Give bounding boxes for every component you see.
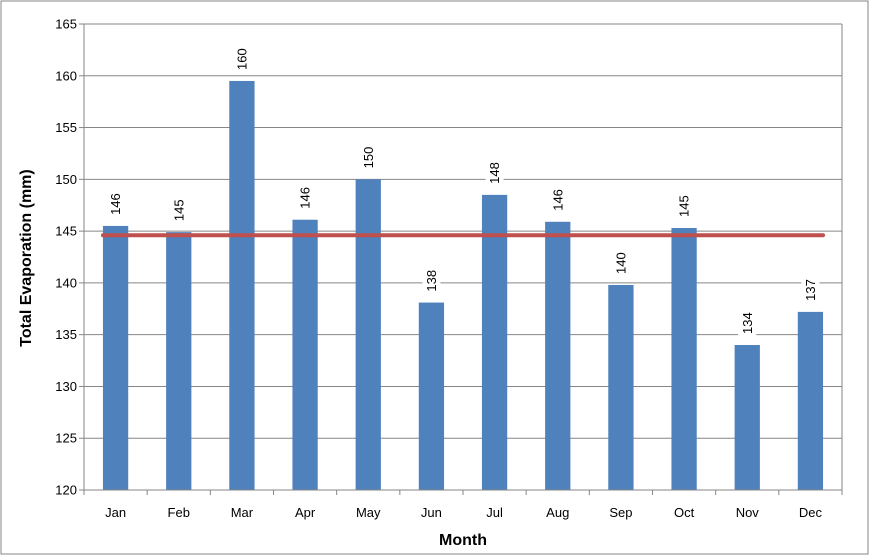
bar-may <box>355 179 381 491</box>
y-tick-label: 155 <box>55 120 77 135</box>
data-label: 148 <box>487 162 502 184</box>
bars <box>102 80 824 491</box>
x-tick-label: Apr <box>295 505 316 520</box>
data-label-bg <box>106 187 125 218</box>
data-label-bg <box>232 42 251 73</box>
x-axis-title: Month <box>439 532 487 549</box>
x-tick-label: Oct <box>674 505 695 520</box>
x-tick-label: Mar <box>231 505 254 520</box>
y-tick-label: 145 <box>55 224 77 239</box>
x-tick-label: Aug <box>546 505 569 520</box>
data-label-bg <box>801 273 820 304</box>
y-tick-label: 125 <box>55 431 77 446</box>
bar-oct <box>671 228 697 490</box>
x-tick-label: May <box>356 505 381 520</box>
data-label-bg <box>611 246 630 277</box>
data-label-bg <box>169 194 188 225</box>
bar-mar <box>229 80 255 490</box>
data-label: 150 <box>361 147 376 169</box>
bar-sep <box>608 284 634 490</box>
x-tick-label: Jul <box>486 505 503 520</box>
data-label: 140 <box>613 252 628 274</box>
axes: 120 125 130 135 140 145 150 155 160 165 Jan Feb Mar A… <box>55 17 843 520</box>
data-label-bg <box>548 183 567 214</box>
x-tick-label: Dec <box>799 505 823 520</box>
data-label-bg <box>675 190 694 221</box>
data-label-bg <box>738 307 757 338</box>
x-tick-label: Feb <box>168 505 190 520</box>
bar-jul <box>481 194 508 490</box>
y-tick-label: 135 <box>55 327 77 342</box>
gridlines <box>84 23 843 490</box>
y-tick-label: 140 <box>55 275 77 290</box>
data-label-bg <box>359 141 378 172</box>
bar-aug <box>545 221 571 490</box>
data-label-bg <box>296 181 315 212</box>
y-axis-title: Total Evaporation (mm) <box>18 169 35 347</box>
data-label: 146 <box>108 193 123 215</box>
data-label: 160 <box>234 48 249 70</box>
y-tick-label: 130 <box>55 379 77 394</box>
data-label: 145 <box>677 195 692 217</box>
data-label-bg <box>422 264 441 295</box>
data-label: 134 <box>740 312 755 334</box>
data-label: 137 <box>803 279 818 301</box>
bar-feb <box>166 232 192 490</box>
bar-apr <box>292 219 318 490</box>
y-tick-label: 160 <box>55 68 77 83</box>
data-label: 138 <box>424 270 439 292</box>
data-labels: 146 145 160 146 150 138 148 146 140 145 134 137 <box>106 42 820 338</box>
y-tick-label: 165 <box>55 17 77 32</box>
x-tick-label: Jun <box>421 505 442 520</box>
x-tick-label: Nov <box>736 505 760 520</box>
bar-jan <box>102 225 129 490</box>
y-tick-label: 120 <box>55 483 77 498</box>
bar-nov <box>734 345 760 490</box>
x-tick-label: Jan <box>105 505 126 520</box>
bar-jun <box>418 302 445 490</box>
data-label: 146 <box>550 189 565 211</box>
y-tick-label: 150 <box>55 172 77 187</box>
data-label-bg <box>485 156 504 187</box>
bar-dec <box>797 311 824 490</box>
x-tick-label: Sep <box>609 505 632 520</box>
data-label: 145 <box>171 199 186 221</box>
data-label: 146 <box>298 187 313 209</box>
